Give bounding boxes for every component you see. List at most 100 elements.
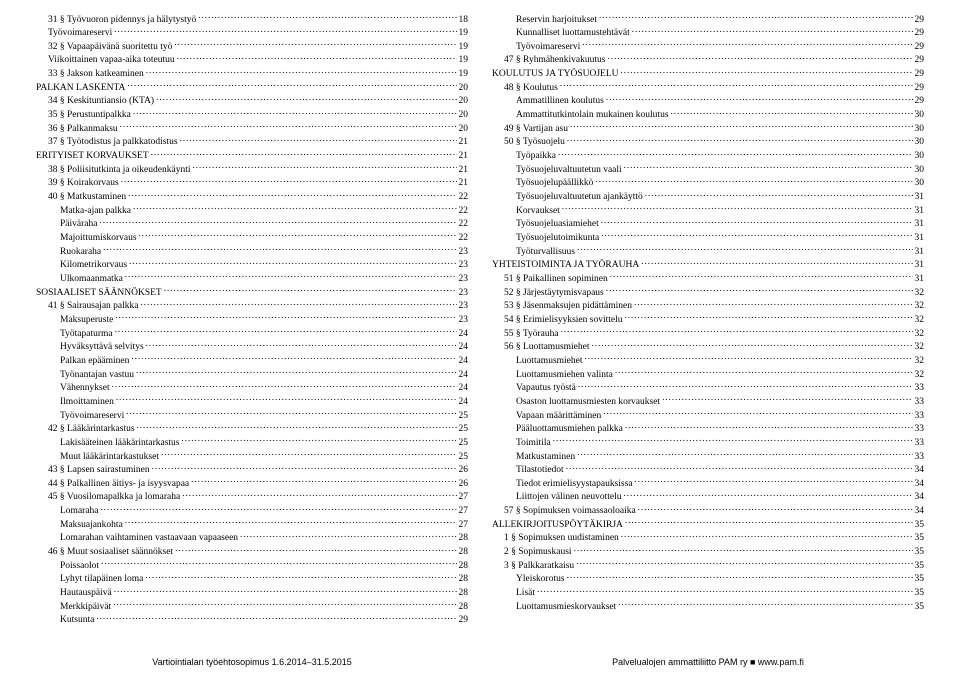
toc-dots xyxy=(618,599,912,609)
toc-page: 29 xyxy=(915,68,925,80)
toc-dots xyxy=(174,39,456,49)
toc-label: Ammatillinen koulutus xyxy=(516,95,604,107)
toc-dots xyxy=(624,312,912,322)
toc-dots xyxy=(558,149,913,159)
toc-label: KOULUTUS JA TYÖSUOJELU xyxy=(492,68,619,80)
toc-label: 54 § Erimielisyyksien sovittelu xyxy=(504,314,622,326)
toc-dots xyxy=(175,545,456,555)
toc-label: Ammattitutkintolain mukainen koulutus xyxy=(516,109,669,121)
toc-row: Työnantajan vastuu24 xyxy=(36,367,468,381)
toc-dots xyxy=(141,299,457,309)
toc-label: 34 § Keskituntiansio (KTA) xyxy=(48,95,154,107)
toc-label: Merkkipäivät xyxy=(60,601,111,613)
toc-dots xyxy=(607,53,912,63)
toc-dots xyxy=(146,67,457,77)
toc-dots xyxy=(156,94,456,104)
toc-row: Vapaan määrittäminen33 xyxy=(492,408,924,422)
toc-page: 22 xyxy=(459,232,469,244)
toc-page: 34 xyxy=(915,464,925,476)
toc-page: 29 xyxy=(915,14,925,26)
toc-label: Työsuojeluvaltuutetun vaali xyxy=(516,164,622,176)
toc-row: 44 § Palkallinen äitiys- ja isyysvapaa26 xyxy=(36,476,468,490)
toc-row: 32 § Vapaapäivänä suoritettu työ19 xyxy=(36,39,468,53)
toc-dots xyxy=(137,422,457,432)
toc-row: 41 § Sairausajan palkka23 xyxy=(36,299,468,313)
toc-dots xyxy=(566,463,913,473)
toc-dots xyxy=(103,244,456,254)
toc-page: 23 xyxy=(459,314,469,326)
toc-page: 18 xyxy=(459,14,469,26)
toc-label: Lomarahan vaihtaminen vastaavaan vapaase… xyxy=(60,532,238,544)
toc-row: Luottamusmiehet32 xyxy=(492,353,924,367)
toc-page: 21 xyxy=(459,150,469,162)
toc-label: Osaston luottamusmiesten korvaukset xyxy=(516,396,660,408)
toc-row: Tilastotiedot34 xyxy=(492,463,924,477)
toc-page: 31 xyxy=(915,246,925,258)
toc-row: 55 § Työrauha32 xyxy=(492,326,924,340)
toc-label: Palkan epääminen xyxy=(60,355,129,367)
toc-page: 25 xyxy=(459,437,469,449)
toc-dots xyxy=(645,190,913,200)
toc-row: Lomaraha27 xyxy=(36,504,468,518)
toc-label: SOSIAALISET SÄÄNNÖKSET xyxy=(36,287,162,299)
toc-page: 35 xyxy=(915,560,925,572)
toc-dots xyxy=(193,162,457,172)
toc-page: 27 xyxy=(459,519,469,531)
toc-page: 27 xyxy=(459,505,469,517)
toc-dots xyxy=(615,367,913,377)
toc-label: Muut lääkärintarkastukset xyxy=(60,451,159,463)
toc-dots xyxy=(133,108,457,118)
toc-label: 46 § Muut sosiaaliset säännökset xyxy=(48,546,173,558)
toc-page: 32 xyxy=(915,341,925,353)
toc-row: Lyhyt tilapäinen loma28 xyxy=(36,572,468,586)
toc-dots xyxy=(177,53,457,63)
toc-row: Maksuajankohta27 xyxy=(36,517,468,531)
toc-page: 35 xyxy=(915,546,925,558)
toc-dots xyxy=(114,586,457,596)
toc-label: 32 § Vapaapäivänä suoritettu työ xyxy=(48,41,172,53)
toc-page: 31 xyxy=(915,191,925,203)
toc-page: 28 xyxy=(459,546,469,558)
toc-page: 24 xyxy=(459,328,469,340)
toc-row: Vapautus työstä33 xyxy=(492,381,924,395)
toc-page: 23 xyxy=(459,287,469,299)
toc-row: Työvoimareservi29 xyxy=(492,39,924,53)
toc-label: Työsuojelutoimikunta xyxy=(516,232,599,244)
toc-label: 3 § Palkkaratkaisu xyxy=(504,560,574,572)
toc-row: 1 § Sopimuksen uudistaminen35 xyxy=(492,531,924,545)
toc-row: Päiväraha22 xyxy=(36,217,468,231)
toc-page: 28 xyxy=(459,587,469,599)
toc-row: Ilmoittaminen24 xyxy=(36,394,468,408)
toc-page: 33 xyxy=(915,382,925,394)
toc-row: 45 § Vuosilomapalkka ja lomaraha 27 xyxy=(36,490,468,504)
toc-dots xyxy=(136,367,457,377)
toc-label: ALLEKIRJOITUSPÖYTÄKIRJA xyxy=(492,519,623,531)
toc-row: 36 § Palkanmaksu20 xyxy=(36,121,468,135)
toc-dots xyxy=(625,517,913,527)
toc-page: 19 xyxy=(459,68,469,80)
toc-label: 33 § Jakson katkeaminen xyxy=(48,68,144,80)
toc-dots xyxy=(576,558,912,568)
toc-label: Pääluottamusmiehen palkka xyxy=(516,423,623,435)
toc-row: Kilometrikorvaus23 xyxy=(36,258,468,272)
toc-label: 36 § Palkanmaksu xyxy=(48,123,118,135)
toc-dots xyxy=(128,190,456,200)
toc-page: 31 xyxy=(915,218,925,230)
toc-label: YHTEISTOIMINTA JA TYÖRAUHA xyxy=(492,259,639,271)
toc-row: Osaston luottamusmiesten korvaukset33 xyxy=(492,394,924,408)
toc-page: 34 xyxy=(915,505,925,517)
toc-dots xyxy=(145,572,456,582)
toc-dots xyxy=(182,490,456,500)
toc-page: 22 xyxy=(459,205,469,217)
toc-dots xyxy=(112,381,457,391)
toc-row: Työturvallisuus31 xyxy=(492,244,924,258)
toc-label: 45 § Vuosilomapalkka ja lomaraha xyxy=(48,491,180,503)
toc-page: 30 xyxy=(915,136,925,148)
toc-page: 23 xyxy=(459,259,469,271)
toc-row: 43 § Lapsen sairastuminen26 xyxy=(36,463,468,477)
toc-page: 27 xyxy=(459,491,469,503)
toc-row: Majoittumiskorvaus22 xyxy=(36,231,468,245)
toc-label: Työvoimareservi xyxy=(48,27,112,39)
toc-row: 51 § Paikallinen sopiminen31 xyxy=(492,271,924,285)
toc-page: 24 xyxy=(459,355,469,367)
